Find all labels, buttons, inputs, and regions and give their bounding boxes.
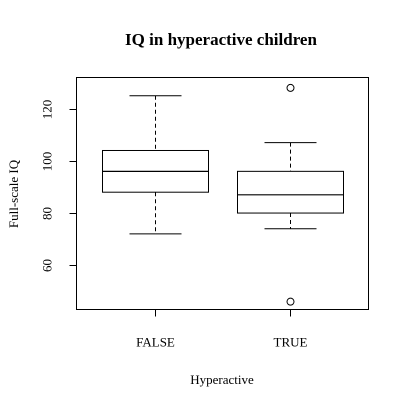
iqr-box	[237, 170, 344, 214]
outlier-point	[286, 297, 295, 306]
chart-title: IQ in hyperactive children	[125, 30, 317, 49]
y-tick-label: 60	[40, 259, 55, 272]
y-tick-label: 120	[40, 100, 55, 120]
y-axis-label: Full-scale IQ	[6, 159, 21, 228]
x-axis: FALSE TRUE	[136, 309, 308, 350]
x-tick-label: FALSE	[136, 335, 175, 350]
y-tick-label: 80	[40, 207, 55, 220]
y-axis: 60 80 100 120	[40, 100, 77, 272]
box-group-true	[237, 83, 344, 306]
x-axis-label: Hyperactive	[190, 372, 254, 387]
outlier-point	[286, 83, 295, 92]
boxes	[102, 83, 344, 306]
x-tick-label: TRUE	[274, 335, 308, 350]
y-tick-label: 100	[40, 152, 55, 172]
box-group-false	[102, 95, 209, 235]
